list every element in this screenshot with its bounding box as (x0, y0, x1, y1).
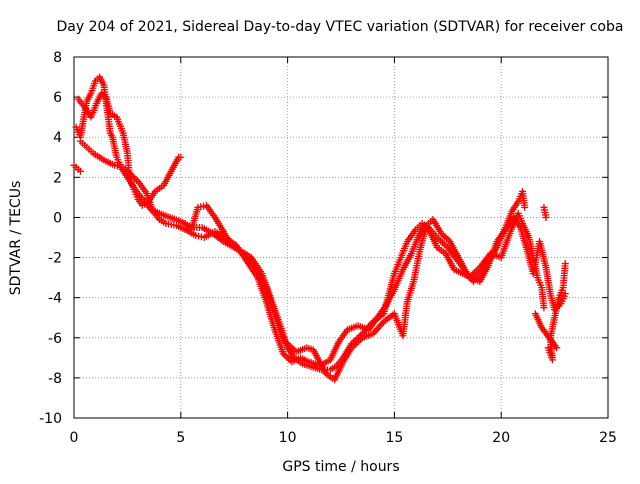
data-point (561, 290, 569, 298)
data-point (542, 213, 550, 221)
data-point (283, 353, 291, 361)
x-tick-label: 20 (492, 430, 510, 446)
data-point (553, 344, 561, 352)
x-axis-label: GPS time / hours (282, 459, 399, 475)
y-tick-label: -6 (48, 331, 62, 347)
x-tick-label: 0 (70, 430, 79, 446)
y-tick-label: -8 (48, 371, 62, 387)
y-tick-label: -2 (48, 251, 62, 267)
data-point (521, 203, 529, 211)
y-axis-label: SDTVAR / TECUs (8, 181, 24, 296)
chart-title: Day 204 of 2021, Sidereal Day-to-day VTE… (57, 19, 624, 35)
ticks-layer: 0 5 10 15 20 25 -10 -8 -6 -4 -2 0 2 4 6 8 (39, 50, 617, 446)
points-layer (70, 73, 569, 384)
data-point (177, 153, 185, 161)
x-tick-label: 15 (385, 430, 403, 446)
y-tick-label: -4 (48, 291, 62, 307)
y-tick-label: 0 (53, 210, 62, 226)
x-tick-label: 25 (599, 430, 617, 446)
y-tick-label: 2 (53, 170, 62, 186)
data-point (561, 260, 569, 268)
y-tick-label: 8 (53, 50, 62, 66)
data-point (76, 167, 84, 175)
y-tick-label: 6 (53, 90, 62, 106)
plot-frame (73, 56, 609, 419)
y-tick-label: -10 (39, 411, 62, 427)
data-point (540, 304, 548, 312)
grid-layer (74, 57, 608, 418)
x-tick-label: 5 (176, 430, 185, 446)
y-tick-label: 4 (53, 130, 62, 146)
data-point (131, 174, 139, 182)
x-tick-label: 10 (279, 430, 297, 446)
